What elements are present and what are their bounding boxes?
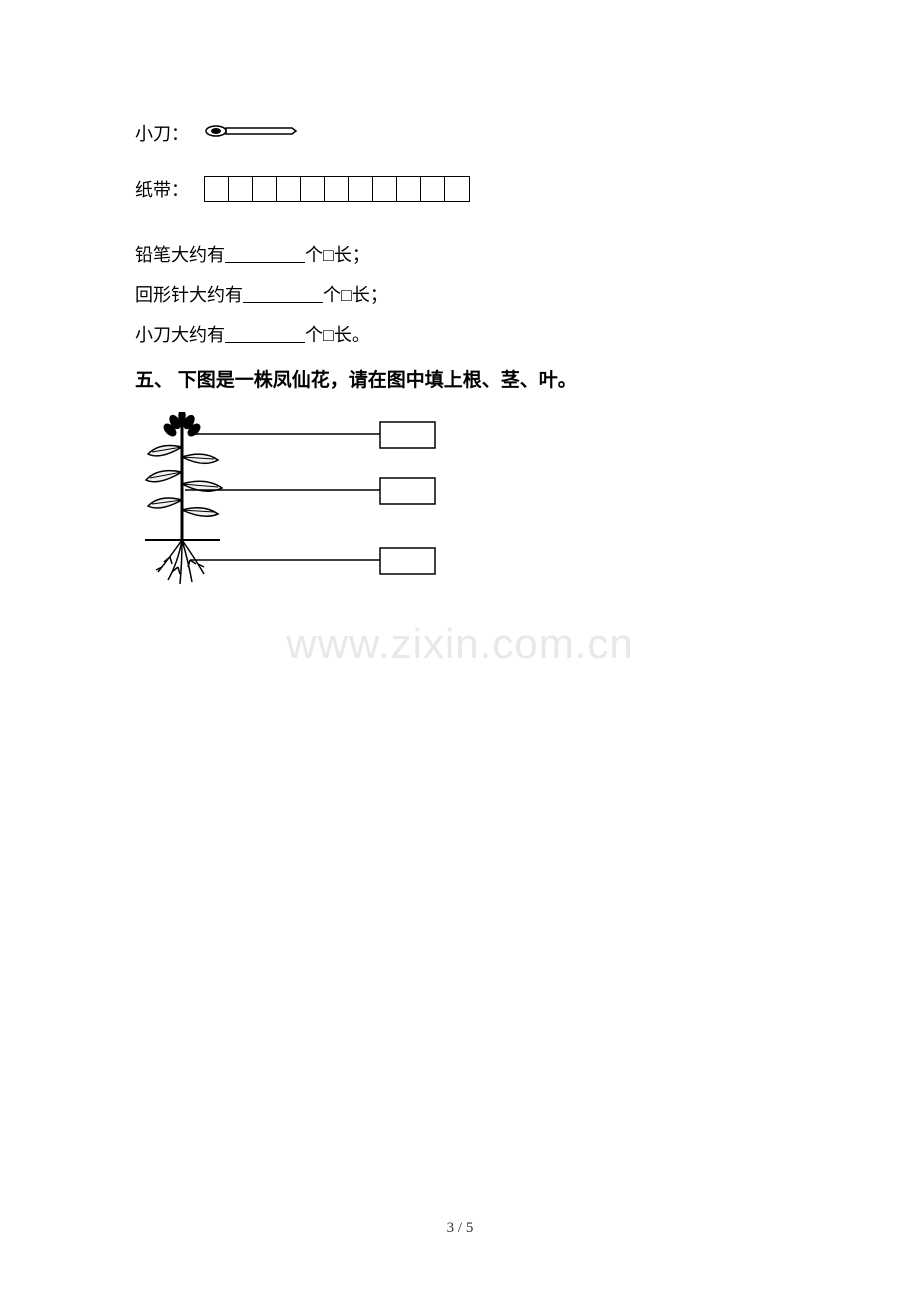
paper-strip-row: 纸带： [135, 176, 785, 202]
paper-cell [301, 177, 325, 201]
paper-cell [445, 177, 469, 201]
fill-2-suffix: 个□长； [323, 285, 388, 305]
paper-cell [421, 177, 445, 201]
fill-3-suffix: 个□长。 [305, 325, 370, 345]
fill-3-prefix: 小刀大约有 [135, 325, 225, 345]
fill-1-suffix: 个□长； [305, 245, 370, 265]
page-content: 小刀： 纸带： 铅笔大约有个□长； 回形针大约有个□长； [0, 0, 920, 597]
blank-1[interactable] [225, 245, 305, 263]
fill-2-prefix: 回形针大约有 [135, 285, 243, 305]
paper-strip-label: 纸带： [135, 176, 189, 202]
plant-diagram [140, 412, 450, 597]
paper-cell [325, 177, 349, 201]
paper-cell [397, 177, 421, 201]
fill-1-prefix: 铅笔大约有 [135, 245, 225, 265]
blank-3[interactable] [225, 325, 305, 343]
knife-icon [204, 123, 299, 144]
paper-cell [205, 177, 229, 201]
page-number: 3 / 5 [447, 1220, 474, 1237]
paper-cell [373, 177, 397, 201]
paper-cell [277, 177, 301, 201]
fill-line-1: 铅笔大约有 个□长； [135, 237, 785, 275]
knife-row: 小刀： [135, 120, 785, 146]
paper-cell [229, 177, 253, 201]
watermark: www.zixin.com.cn [286, 620, 633, 668]
fill-line-2: 回形针大约有 个□长； [135, 277, 785, 315]
knife-label: 小刀： [135, 120, 189, 146]
paper-cell [349, 177, 373, 201]
section-5-title: 五、 下图是一株凤仙花，请在图中填上根、茎、叶。 [135, 366, 785, 396]
blank-2[interactable] [243, 285, 323, 303]
paper-strip [204, 176, 470, 202]
fill-line-3: 小刀大约有 个□长。 [135, 317, 785, 355]
paper-cell [253, 177, 277, 201]
